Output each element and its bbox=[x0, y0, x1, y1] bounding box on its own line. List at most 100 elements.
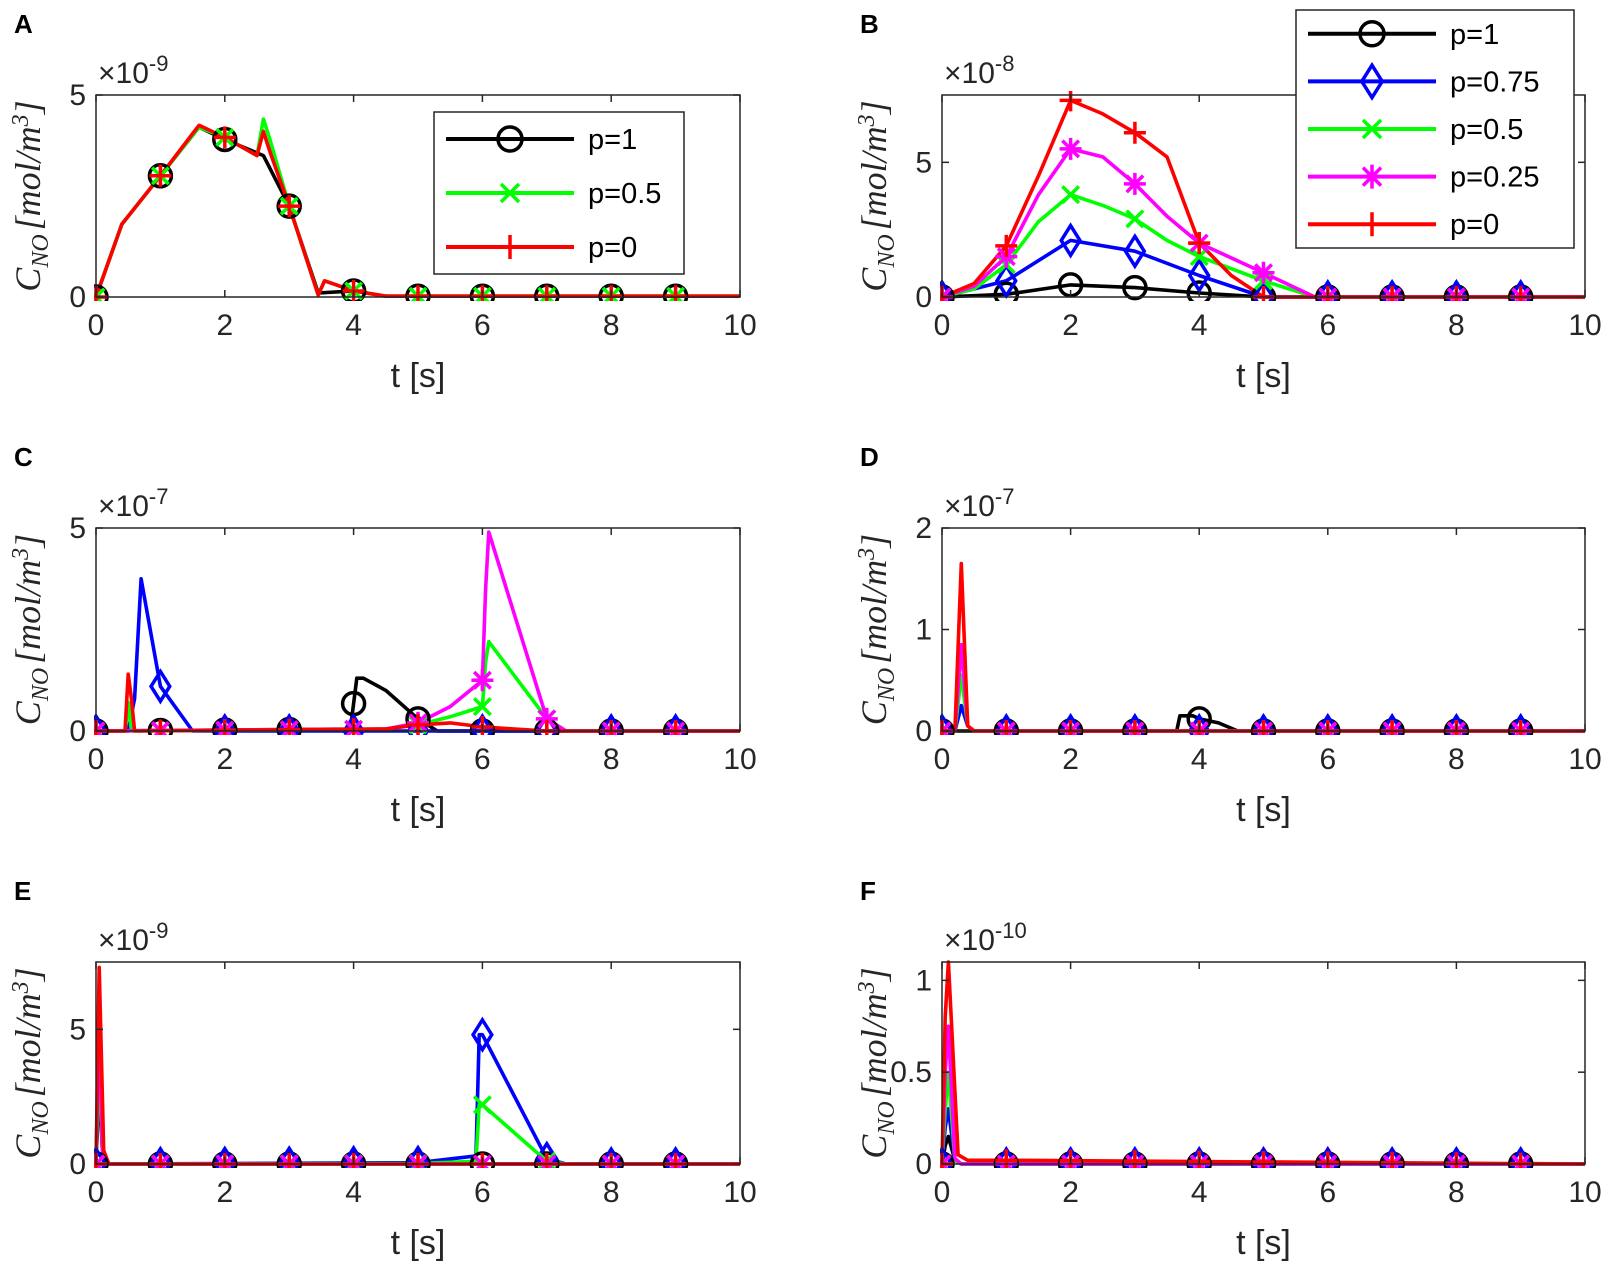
marker-p=0 bbox=[1381, 1151, 1404, 1168]
x-axis-label: t [s] bbox=[1236, 357, 1291, 395]
panel-letter: A bbox=[14, 9, 33, 39]
plot-area bbox=[942, 528, 1585, 731]
axes-frame bbox=[941, 961, 1586, 1165]
legend-marker bbox=[1358, 20, 1386, 48]
marker-p=0 bbox=[278, 718, 301, 735]
legend-label: p=1 bbox=[588, 124, 637, 156]
panel-letter: B bbox=[860, 9, 879, 39]
x-tick-label: 10 bbox=[723, 743, 756, 776]
y-axis-label: CNO[mol/m3] bbox=[854, 534, 900, 725]
x-axis-label: t [s] bbox=[391, 357, 446, 395]
x-axis-label: t [s] bbox=[1236, 1224, 1291, 1262]
x-tick-label: 6 bbox=[474, 309, 491, 342]
legend-marker bbox=[498, 235, 522, 259]
panel-letter: D bbox=[860, 442, 879, 472]
x-tick-label: 0 bbox=[88, 309, 105, 342]
axes-frame bbox=[941, 94, 1586, 298]
marker-p=0 bbox=[149, 164, 172, 187]
y-axis-label: CNO[mol/m3] bbox=[8, 534, 54, 725]
marker-p=0.5 bbox=[1125, 209, 1145, 229]
marker-p=0.25 bbox=[1123, 172, 1146, 195]
x-tick-label: 2 bbox=[1062, 1176, 1079, 1209]
legend-label: p=0 bbox=[1450, 209, 1499, 241]
marker-p=0 bbox=[407, 713, 429, 735]
marker-p=0 bbox=[1188, 232, 1211, 255]
x-tick-label: 0 bbox=[934, 309, 951, 342]
legend: p=1 p=0.75 p=0.5 p=0.25 p=0 bbox=[1295, 9, 1575, 249]
y-tick-label: 5 bbox=[69, 79, 86, 112]
legend-marker bbox=[1359, 61, 1385, 101]
marker-p=0 bbox=[213, 126, 236, 149]
marker-p=0 bbox=[278, 195, 301, 218]
exponent-label: ×10-7 bbox=[98, 484, 168, 523]
x-tick-label: 0 bbox=[934, 743, 951, 776]
marker-p=0.75 bbox=[148, 668, 172, 705]
x-tick-label: 2 bbox=[1062, 309, 1079, 342]
panel-E: E 0 2 4 6 8 10 0 5 ×10-9 t [s] CNO[mol/m3] bbox=[8, 876, 757, 1262]
legend: p=1 p=0.5 p=0 bbox=[433, 111, 685, 275]
series-group bbox=[94, 117, 740, 301]
marker-p=1 bbox=[1186, 280, 1212, 301]
x-tick-label: 10 bbox=[1568, 309, 1601, 342]
marker-p=0 bbox=[1252, 1150, 1275, 1168]
legend-marker bbox=[1361, 118, 1383, 140]
panel-F: F 0 2 4 6 8 10 0 0.5 1 ×10-10 t [s] CNO[mol/m3] bbox=[854, 876, 1602, 1262]
axes-frame bbox=[95, 961, 741, 1165]
plot-area bbox=[942, 962, 1585, 1164]
exponent-label: ×10-8 bbox=[944, 51, 1014, 90]
x-tick-label: 0 bbox=[934, 1176, 951, 1209]
marker-p=0.25 bbox=[535, 707, 558, 730]
y-tick-label: 0 bbox=[69, 281, 86, 314]
y-axis-label: CNO[mol/m3] bbox=[854, 967, 900, 1158]
x-axis-label: t [s] bbox=[391, 1224, 446, 1262]
y-tick-label: 5 bbox=[69, 512, 86, 545]
exponent-label: ×10-7 bbox=[944, 484, 1014, 523]
marker-p=0.75 bbox=[994, 262, 1018, 299]
marker-p=0.75 bbox=[470, 1016, 494, 1053]
axes-frame bbox=[95, 94, 741, 298]
legend-label: p=0.5 bbox=[588, 178, 661, 210]
x-tick-label: 2 bbox=[216, 309, 233, 342]
y-tick-label: 5 bbox=[915, 146, 932, 179]
marker-p=0 bbox=[1123, 1150, 1146, 1168]
marker-p=0.5 bbox=[472, 697, 492, 717]
marker-p=1 bbox=[993, 281, 1020, 301]
y-tick-label: 0 bbox=[915, 715, 932, 748]
x-tick-label: 10 bbox=[723, 309, 756, 342]
y-tick-label: 1 bbox=[915, 964, 932, 997]
marker-p=0 bbox=[995, 234, 1018, 257]
y-tick-label: 0 bbox=[69, 1148, 86, 1181]
x-tick-label: 2 bbox=[216, 1176, 233, 1209]
x-tick-label: 8 bbox=[1448, 309, 1465, 342]
x-tick-label: 10 bbox=[1568, 743, 1601, 776]
x-tick-label: 4 bbox=[1191, 309, 1208, 342]
exponent-label: ×10-9 bbox=[98, 51, 168, 90]
y-axis-label: CNO[mol/m3] bbox=[8, 967, 54, 1158]
x-tick-label: 10 bbox=[1568, 1176, 1601, 1209]
y-tick-label: 5 bbox=[69, 1013, 86, 1046]
legend-marker bbox=[1360, 212, 1384, 237]
x-tick-label: 0 bbox=[88, 743, 105, 776]
legend-label: p=0 bbox=[588, 232, 637, 264]
x-tick-label: 0 bbox=[88, 1176, 105, 1209]
marker-p=0.5 bbox=[1061, 185, 1081, 205]
y-tick-label: 0 bbox=[915, 1148, 932, 1181]
exponent-label: ×10-10 bbox=[944, 918, 1027, 957]
x-tick-label: 6 bbox=[1319, 1176, 1336, 1209]
x-tick-label: 6 bbox=[474, 743, 491, 776]
panel-C: C 0 2 4 6 8 10 0 5 ×10-7 t [s] CNO[mol/m3] bbox=[8, 442, 757, 829]
x-tick-label: 4 bbox=[1191, 743, 1208, 776]
x-tick-label: 4 bbox=[345, 743, 362, 776]
marker-p=1 bbox=[1122, 274, 1148, 301]
marker-p=0.5 bbox=[472, 1095, 492, 1115]
marker-p=0.25 bbox=[471, 669, 494, 692]
x-tick-label: 4 bbox=[345, 1176, 362, 1209]
legend-label: p=0.25 bbox=[1450, 162, 1540, 194]
y-axis-label: CNO[mol/m3] bbox=[854, 100, 900, 291]
legend-label: p=0.75 bbox=[1450, 66, 1540, 98]
marker-p=0 bbox=[407, 285, 429, 301]
axes-frame bbox=[95, 527, 741, 732]
x-tick-label: 8 bbox=[603, 743, 620, 776]
marker-p=0 bbox=[1123, 121, 1146, 144]
